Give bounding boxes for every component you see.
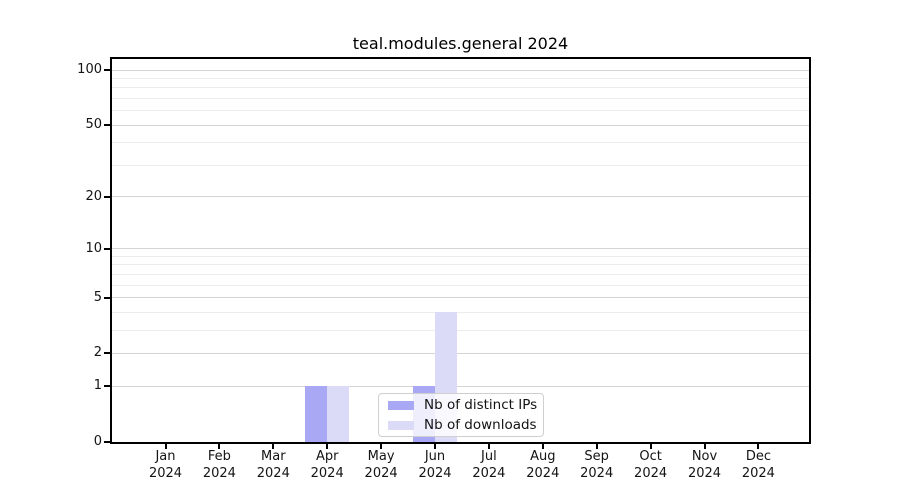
x-tick-mark [380, 444, 383, 449]
spine-left [110, 57, 112, 444]
chart-title: teal.modules.general 2024 [352, 34, 569, 53]
x-tick-label: May 2024 [364, 449, 398, 481]
y-tick-mark [104, 247, 111, 250]
gridline-major [112, 124, 809, 126]
x-tick-label: Jul 2024 [472, 449, 506, 481]
x-tick-mark [757, 444, 760, 449]
spine-top [110, 57, 811, 59]
x-tick-label: Aug 2024 [526, 449, 560, 481]
x-tick-mark [434, 444, 436, 449]
x-tick-mark [595, 444, 598, 449]
gridline-minor [112, 87, 809, 89]
gridline-minor [112, 311, 809, 313]
gridline-minor [112, 77, 809, 79]
x-tick-mark [649, 444, 652, 449]
x-tick-mark [541, 444, 544, 449]
spine-bottom [110, 442, 811, 444]
gridline-major [112, 69, 809, 71]
gridline-major [112, 248, 809, 250]
gridline-minor [112, 97, 809, 99]
x-tick-mark [487, 444, 490, 449]
legend-item-nb-of-distinct-ips: Nb of distinct IPs [388, 395, 543, 415]
y-tick-label: 0 [93, 434, 102, 449]
bar-nb-of-distinct-ips [305, 386, 328, 442]
y-tick-mark [104, 352, 111, 355]
x-tick-label: Mar 2024 [256, 449, 290, 481]
legend-item-nb-of-downloads: Nb of downloads [388, 415, 543, 435]
gridline-major [112, 297, 809, 299]
legend-swatch-nb-of-distinct-ips [388, 400, 414, 410]
x-tick-label: Apr 2024 [310, 449, 344, 481]
x-tick-label: Sep 2024 [580, 449, 614, 481]
gridline-minor [112, 142, 809, 144]
legend-swatch-nb-of-downloads [388, 420, 414, 430]
gridline-minor [112, 255, 809, 257]
gridline-minor [112, 264, 809, 266]
x-tick-mark [326, 444, 329, 449]
y-tick-label: 20 [85, 188, 102, 204]
y-tick-mark [104, 195, 111, 198]
x-tick-mark [703, 444, 706, 449]
x-tick-label: Dec 2024 [741, 449, 775, 481]
x-tick-mark [218, 444, 221, 449]
y-tick-mark [104, 124, 111, 127]
x-tick-label: Feb 2024 [202, 449, 236, 481]
x-tick-label: Jun 2024 [418, 449, 452, 481]
gridline-major [112, 385, 809, 387]
x-tick-mark [272, 444, 275, 449]
y-tick-label: 10 [85, 240, 102, 256]
y-tick-label: 1 [93, 378, 102, 394]
x-tick-label: Oct 2024 [634, 449, 668, 481]
gridline-minor [112, 273, 809, 275]
gridline-minor [112, 329, 809, 331]
y-tick-label: 50 [85, 117, 102, 133]
bar-nb-of-downloads [327, 386, 350, 442]
x-tick-label: Nov 2024 [687, 449, 722, 481]
legend-label: Nb of downloads [424, 417, 537, 433]
x-tick-label: Jan 2024 [148, 449, 183, 481]
gridline-minor [112, 164, 809, 166]
y-tick-mark [104, 296, 111, 299]
y-tick-mark [104, 385, 111, 388]
y-tick-label: 5 [93, 289, 102, 305]
spine-right [809, 57, 811, 444]
y-tick-mark [104, 441, 111, 443]
gridline-minor [112, 110, 809, 112]
gridline-major [112, 196, 809, 198]
y-tick-mark [104, 69, 111, 71]
legend: Nb of distinct IPs Nb of downloads [378, 393, 544, 437]
y-tick-label: 100 [77, 62, 102, 77]
gridline-minor [112, 284, 809, 286]
y-tick-label: 2 [93, 345, 102, 361]
gridline-major [112, 352, 809, 354]
x-tick-mark [164, 444, 167, 449]
legend-label: Nb of distinct IPs [424, 397, 538, 413]
